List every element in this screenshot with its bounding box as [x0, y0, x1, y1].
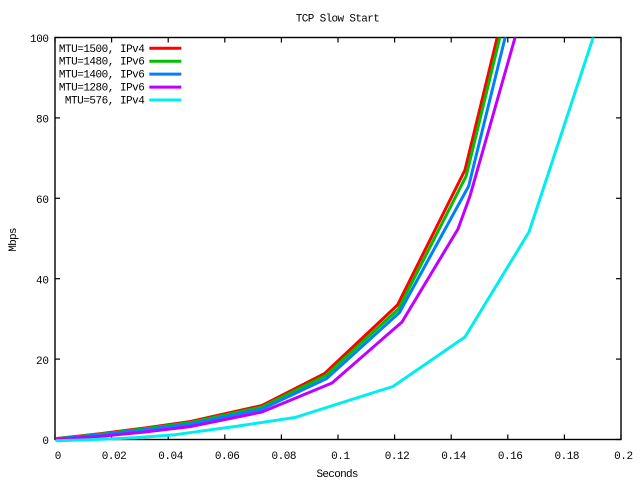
svg-text:0.16: 0.16: [498, 451, 523, 463]
svg-text:0.04: 0.04: [158, 451, 183, 463]
svg-text:MTU=1500, IPv4: MTU=1500, IPv4: [59, 44, 145, 56]
svg-text:MTU=1280, IPv6: MTU=1280, IPv6: [59, 83, 145, 95]
svg-text:40: 40: [36, 275, 49, 287]
svg-text:0: 0: [42, 436, 49, 448]
svg-text:80: 80: [36, 115, 49, 127]
svg-text:0.02: 0.02: [102, 451, 127, 463]
svg-text:0.12: 0.12: [385, 451, 410, 463]
svg-text:MTU=1400, IPv6: MTU=1400, IPv6: [59, 70, 145, 82]
svg-text:0.1: 0.1: [331, 451, 350, 463]
svg-text:0.2: 0.2: [614, 451, 633, 463]
svg-text:Mbps: Mbps: [8, 228, 20, 252]
svg-text:MTU=1480, IPv6: MTU=1480, IPv6: [59, 57, 145, 69]
svg-text:0: 0: [55, 451, 62, 463]
svg-text:Seconds: Seconds: [317, 469, 359, 480]
svg-text:60: 60: [36, 195, 49, 207]
svg-text:0.06: 0.06: [215, 451, 240, 463]
svg-text:100: 100: [30, 34, 49, 46]
svg-text:TCP Slow Start: TCP Slow Start: [296, 13, 380, 25]
svg-text:0.08: 0.08: [272, 451, 297, 463]
svg-text:0.14: 0.14: [441, 451, 466, 463]
svg-text:20: 20: [36, 356, 49, 368]
svg-text:0.18: 0.18: [555, 451, 580, 463]
svg-text:MTU=576, IPv4: MTU=576, IPv4: [65, 95, 145, 107]
